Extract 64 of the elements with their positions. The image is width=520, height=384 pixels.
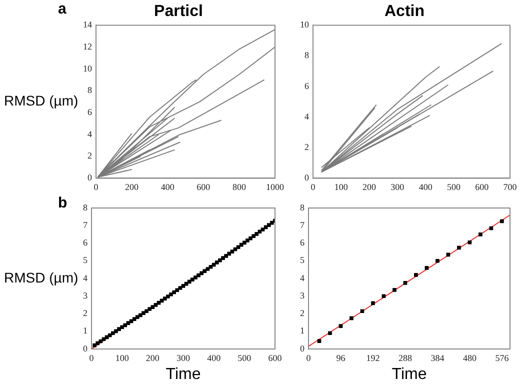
x-tick-label: 1000 (266, 182, 284, 192)
x-tick-label: 200 (125, 182, 140, 192)
chart-title: Particl (154, 3, 203, 20)
x-tick-label: 600 (268, 352, 282, 363)
x-tick-label: 192 (366, 352, 380, 363)
x-axis-title: Time (392, 366, 427, 383)
y-tick-label: 8 (83, 202, 88, 212)
y-tick-label: 5 (83, 255, 88, 266)
y-axis-title: RMSD (µm) (4, 269, 78, 286)
x-tick-label: 300 (390, 182, 405, 192)
y-tick-label: 4 (304, 111, 310, 122)
y-tick-label: 3 (83, 290, 88, 300)
y-tick-label: 7 (83, 220, 88, 230)
y-tick-label: 6 (88, 106, 92, 117)
y-tick-label: 7 (300, 220, 305, 230)
y-tick-label: 0 (83, 343, 88, 354)
y-tick-label: 8 (304, 50, 310, 60)
text: a (58, 0, 67, 18)
x-axis-title: Time (166, 366, 201, 383)
y-tick-label: 0 (304, 172, 310, 183)
x-tick-label: 600 (475, 182, 490, 192)
y-tick-label: 1 (83, 326, 88, 336)
x-tick-label: 600 (196, 182, 211, 192)
x-tick-label: 200 (146, 352, 160, 363)
x-tick-label: 96 (336, 352, 346, 363)
y-tick-label: 2 (88, 150, 92, 161)
y-tick-label: 6 (83, 238, 88, 248)
y-tick-label: 10 (300, 20, 310, 30)
y-tick-label: 2 (83, 308, 88, 318)
y-tick-label: 10 (83, 63, 92, 74)
y-tick-label: 0 (300, 343, 305, 354)
x-tick-label: 700 (503, 182, 518, 192)
y-tick-label: 8 (88, 85, 92, 96)
x-tick-label: 100 (334, 182, 348, 192)
text: b (58, 194, 68, 212)
x-tick-label: 400 (160, 182, 175, 192)
y-tick-label: 14 (83, 20, 92, 30)
y-tick-label: 4 (88, 128, 92, 139)
x-tick-label: 576 (495, 352, 510, 363)
x-tick-label: 400 (418, 182, 433, 192)
y-tick-label: 4 (300, 272, 305, 283)
x-tick-label: 100 (115, 352, 130, 363)
chart-title: Actin (384, 3, 424, 20)
y-tick-label: 5 (300, 255, 305, 266)
y-tick-label: 12 (83, 41, 92, 52)
x-tick-label: 400 (207, 352, 222, 363)
y-tick-label: 8 (300, 202, 305, 212)
y-tick-label: 0 (88, 172, 92, 183)
x-tick-label: 800 (232, 182, 246, 192)
y-tick-label: 4 (83, 272, 88, 283)
y-axis-title: RMSD (µm) (4, 92, 78, 109)
y-tick-label: 6 (300, 238, 305, 248)
y-tick-label: 2 (304, 142, 309, 152)
x-tick-label: 200 (362, 182, 377, 192)
x-tick-label: 288 (398, 352, 412, 363)
x-tick-label: 500 (446, 182, 461, 192)
x-tick-label: 300 (176, 352, 190, 363)
x-tick-label: 480 (462, 352, 477, 363)
x-tick-label: 384 (430, 352, 445, 363)
y-tick-label: 6 (304, 80, 310, 91)
x-tick-label: 500 (238, 352, 252, 363)
y-tick-label: 2 (300, 308, 304, 318)
y-tick-label: 3 (300, 290, 305, 300)
y-tick-label: 1 (300, 326, 304, 336)
